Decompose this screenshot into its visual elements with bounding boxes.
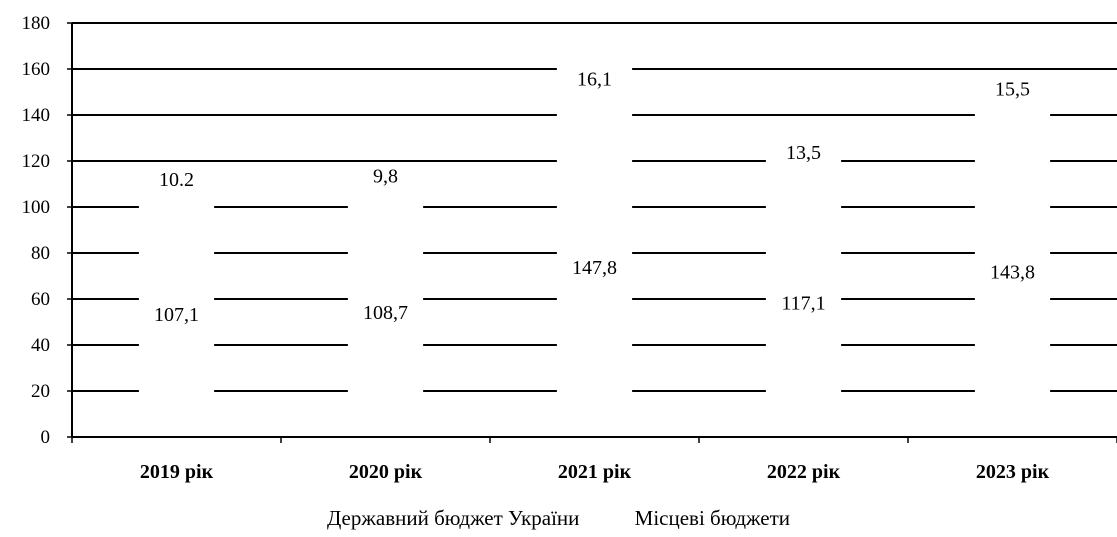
bar-segment-local-budgets [974,70,1051,107]
y-tick-label: 0 [41,427,51,448]
data-label: 107,1 [154,304,199,326]
data-label: 108,7 [363,302,408,324]
legend: Державний бюджет України Місцеві бюджети [0,506,1117,531]
y-tick-label: 100 [22,197,51,218]
y-tick-label: 180 [22,13,51,34]
x-tick-label: 2023 рік [976,461,1050,483]
bar-segment-local-budgets [138,167,215,191]
data-label: 13,5 [786,142,821,164]
bar-segment-local-budgets [556,60,633,98]
data-label: 15,5 [995,78,1030,100]
x-tick-label: 2020 рік [349,461,423,483]
axes [67,22,1117,443]
y-tick-label: 40 [31,335,50,356]
legend-item-state-budget: Державний бюджет України [326,506,580,530]
bar-segment-local-budgets [347,164,424,187]
bar-segment-state-budget [347,186,424,437]
data-labels: 107,1 10.2 108,7 9,8 147,8 16,1 117,1 13,5 143,8… [154,69,1035,326]
y-tick-label: 80 [31,243,50,264]
bars [138,60,1051,438]
bar-segment-state-budget [138,190,215,437]
data-label: 10.2 [159,169,194,191]
bar-segment-local-budgets [765,136,842,168]
x-tick-label: 2021 рік [558,461,632,483]
x-tick-labels: 2019 рік 2020 рік 2021 рік 2022 рік 2023 рік [140,461,1050,483]
y-tick-labels: 0 20 40 60 80 100 120 140 160 180 [22,13,51,448]
bar-segment-state-budget [556,97,633,437]
data-label: 9,8 [373,166,398,188]
legend-item-local-budgets: Місцеві бюджети [634,506,791,530]
bar-segment-state-budget [765,167,842,438]
data-label: 143,8 [990,262,1035,284]
data-label: 16,1 [577,69,612,91]
data-label: 117,1 [781,292,825,314]
y-tick-label: 20 [31,381,50,402]
y-tick-label: 160 [22,59,51,80]
x-tick-label: 2022 рік [767,461,841,483]
y-tick-label: 60 [31,289,50,310]
bar-segment-state-budget [974,106,1051,437]
x-tick-label: 2019 рік [140,461,214,483]
y-tick-label: 140 [22,105,51,126]
y-tick-label: 120 [22,151,51,172]
data-label: 147,8 [572,257,617,279]
